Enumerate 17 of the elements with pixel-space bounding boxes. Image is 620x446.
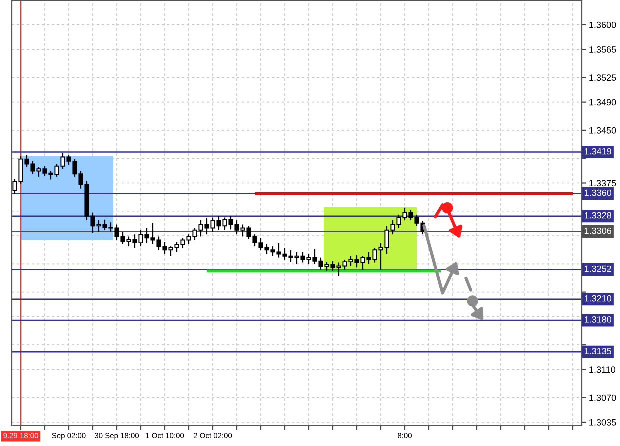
ref-line-label: 1.3210	[584, 295, 612, 302]
y-tick-label: 1.3035	[590, 419, 616, 426]
y-tick-label: 1.3110	[590, 366, 616, 374]
y-tick-label: 1.3565	[590, 46, 616, 53]
ref-line-label: 1.3360	[584, 190, 612, 196]
ref-line-label: 1.3180	[584, 316, 612, 323]
y-tick-label: 1.3070	[590, 394, 616, 402]
y-tick-label: 1.3375	[590, 180, 616, 187]
y-tick-label: 1.3600	[590, 22, 616, 28]
ref-line-label: 1.3328	[584, 212, 612, 219]
ref-line-label: 1.3252	[584, 266, 612, 272]
ref-line-label: 1.3419	[584, 148, 612, 155]
y-tick-label: 1.3525	[590, 74, 616, 82]
y-tick-label: 1.3490	[590, 99, 616, 106]
ref-line-label: 1.3135	[584, 348, 612, 355]
y-tick-label: 1.3450	[590, 127, 616, 134]
ref-line-label: 1.3306	[584, 228, 612, 234]
